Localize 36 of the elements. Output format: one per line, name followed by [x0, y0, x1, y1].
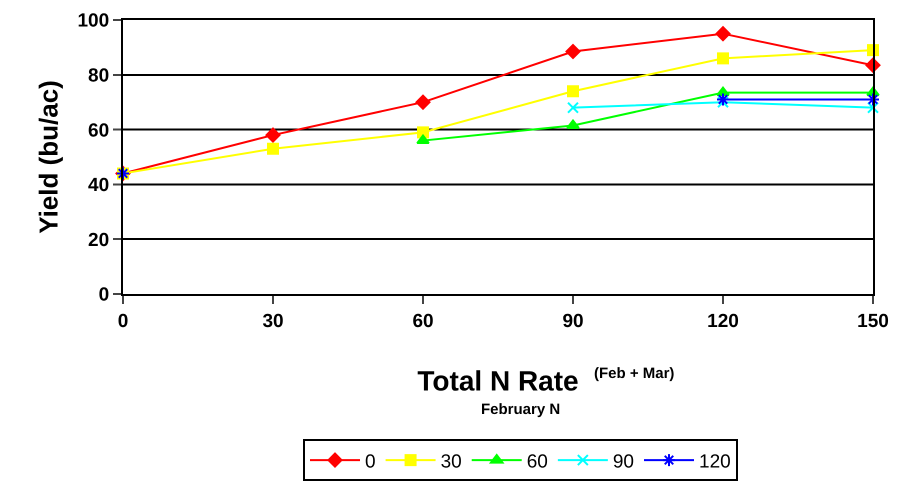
text: (Feb + Mar)	[594, 365, 674, 382]
point	[566, 119, 580, 129]
x-tick-label: 150	[857, 310, 889, 332]
y-tick-label: 0	[98, 284, 110, 306]
x-tick-label: 60	[412, 310, 434, 332]
point	[716, 26, 730, 42]
legend-label: 0	[365, 451, 376, 472]
point	[416, 94, 430, 110]
y-tick-label: 60	[88, 120, 110, 142]
point	[717, 52, 729, 64]
point	[567, 102, 579, 114]
x-tick-label: 90	[562, 310, 584, 332]
x-tick-label: 0	[118, 310, 128, 332]
point	[416, 134, 430, 144]
x-tick-label: 120	[707, 310, 739, 332]
point	[567, 85, 579, 98]
x-axis-title: Total N Rate	[417, 365, 579, 396]
point	[266, 128, 280, 143]
y-tick-label: 20	[88, 230, 110, 251]
y-axis-title: Yield (bu/ac)	[33, 80, 64, 234]
y-tick-label: 100	[77, 10, 110, 32]
point	[417, 126, 429, 138]
legend-label: 90	[612, 451, 634, 472]
legend-label: 60	[526, 451, 548, 472]
legend-title: February N	[481, 401, 560, 418]
point	[267, 142, 279, 155]
legend-label: 30	[440, 451, 462, 472]
x-tick-label: 30	[262, 310, 284, 332]
y-tick-label: 80	[88, 65, 110, 86]
legend-label: 120	[699, 451, 731, 472]
point	[566, 44, 580, 60]
point	[716, 92, 730, 106]
point	[867, 102, 879, 114]
point	[717, 96, 729, 108]
y-tick-label: 40	[88, 175, 110, 196]
point	[866, 92, 880, 106]
